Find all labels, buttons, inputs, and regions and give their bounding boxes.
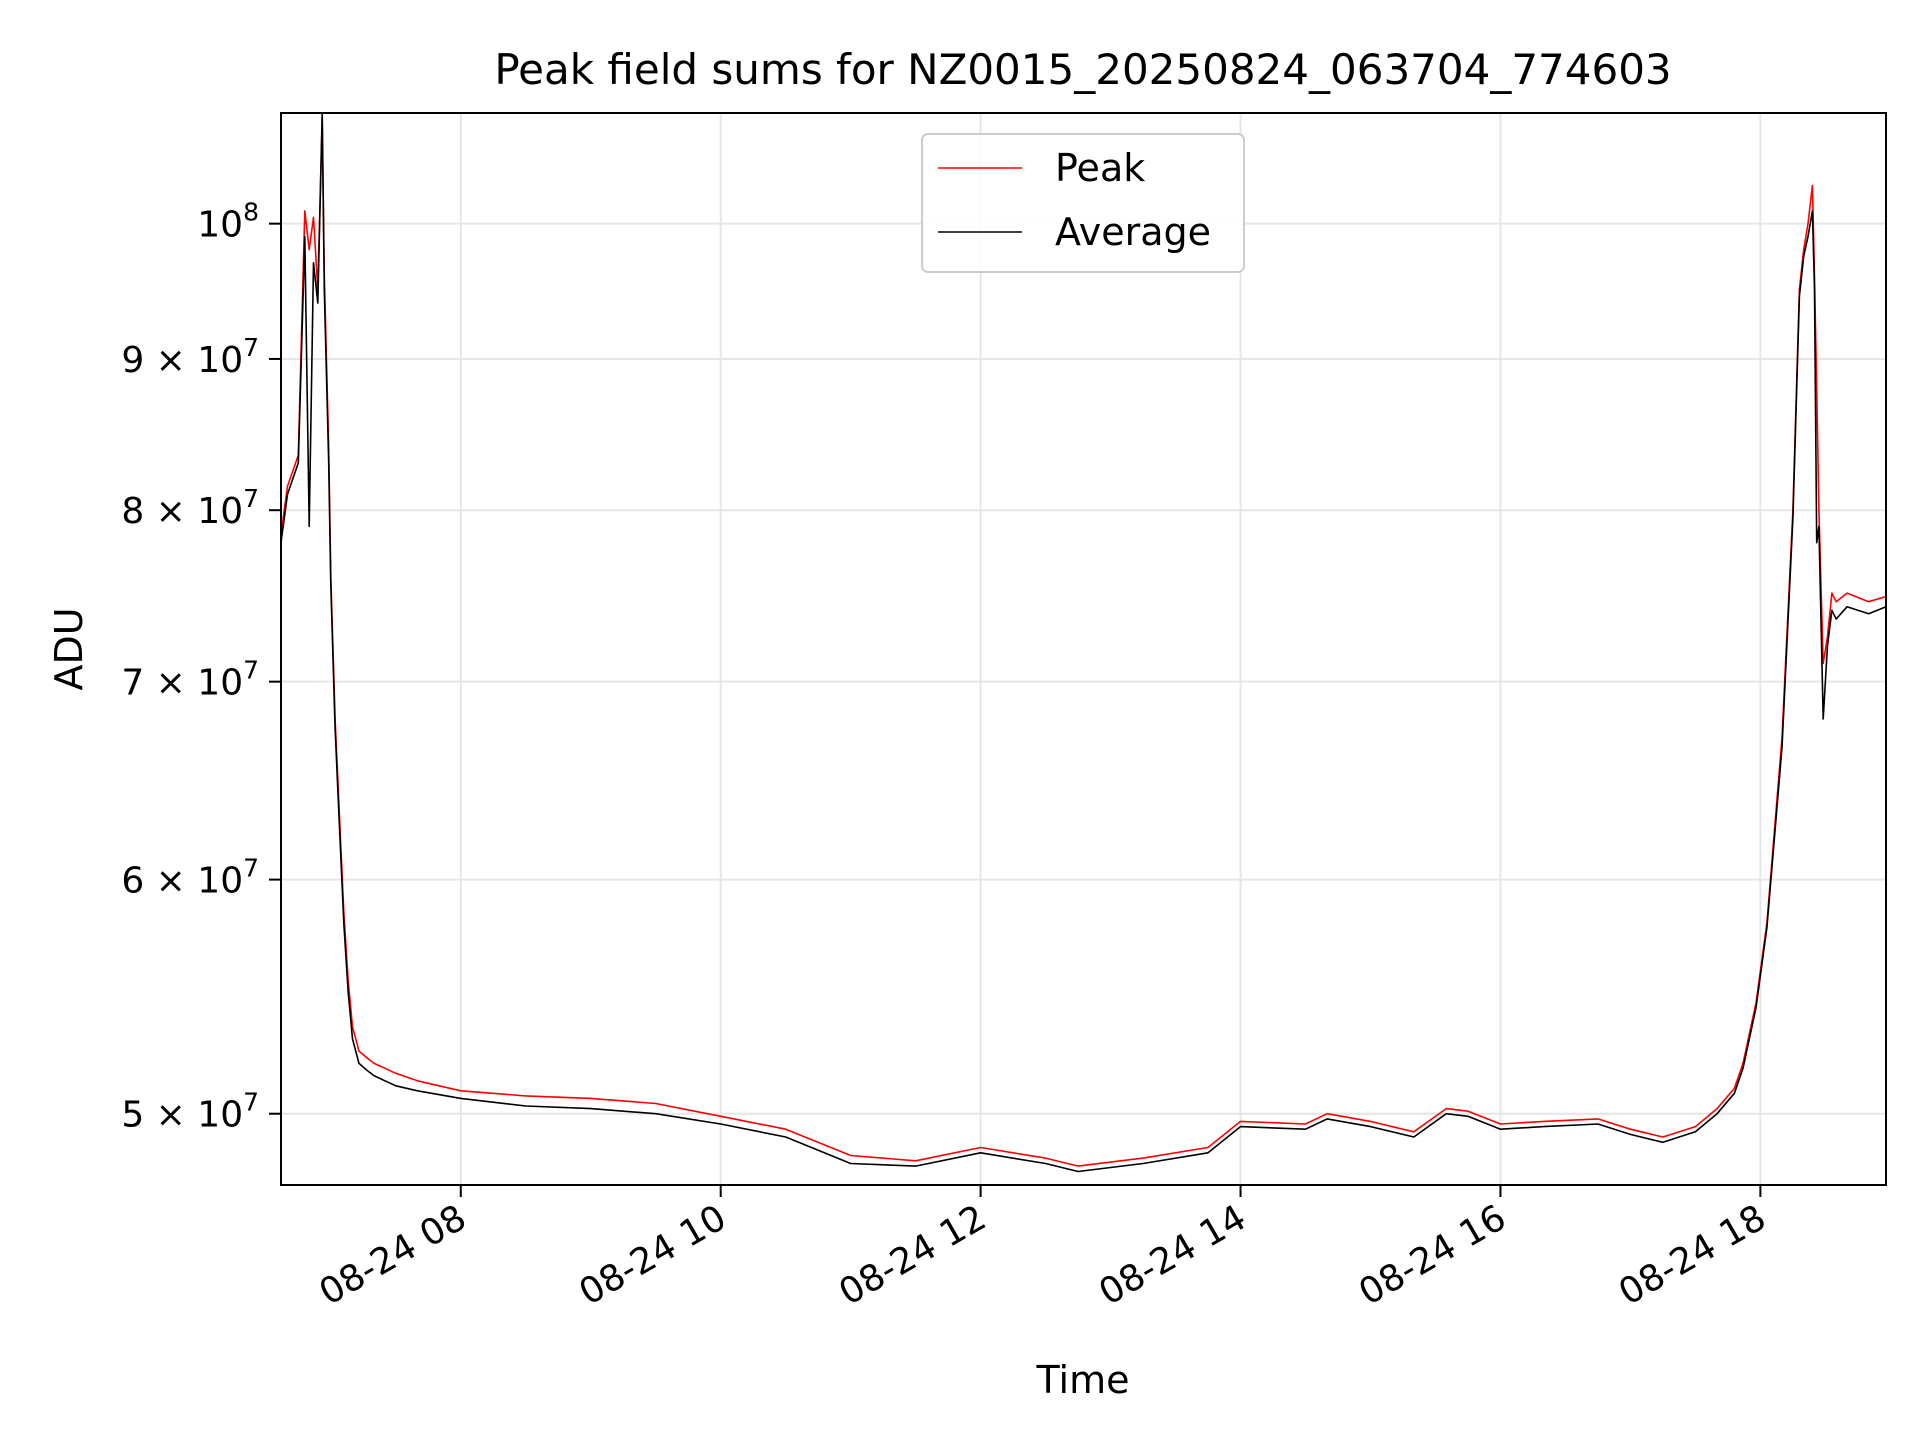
x-axis-label: Time (1036, 1358, 1130, 1402)
legend-label-average: Average (1055, 210, 1211, 254)
y-tick-label: 6 × 107 (121, 854, 259, 902)
chart-title: Peak field sums for NZ0015_20250824_0637… (494, 45, 1671, 94)
y-axis-label: ADU (47, 607, 91, 690)
legend-label-peak: Peak (1055, 146, 1145, 190)
axes-frame (280, 112, 1887, 1186)
y-tick-label: 8 × 107 (121, 484, 259, 532)
y-tick-label: 5 × 107 (121, 1088, 259, 1136)
legend: Peak Average (921, 133, 1245, 273)
series-layer (281, 113, 1886, 1173)
series-line-average (281, 113, 1886, 1173)
y-tick-label: 7 × 107 (121, 656, 259, 704)
y-tick-label: 108 (197, 198, 259, 246)
y-tick-label: 9 × 107 (121, 333, 259, 381)
grid (281, 113, 1886, 1185)
